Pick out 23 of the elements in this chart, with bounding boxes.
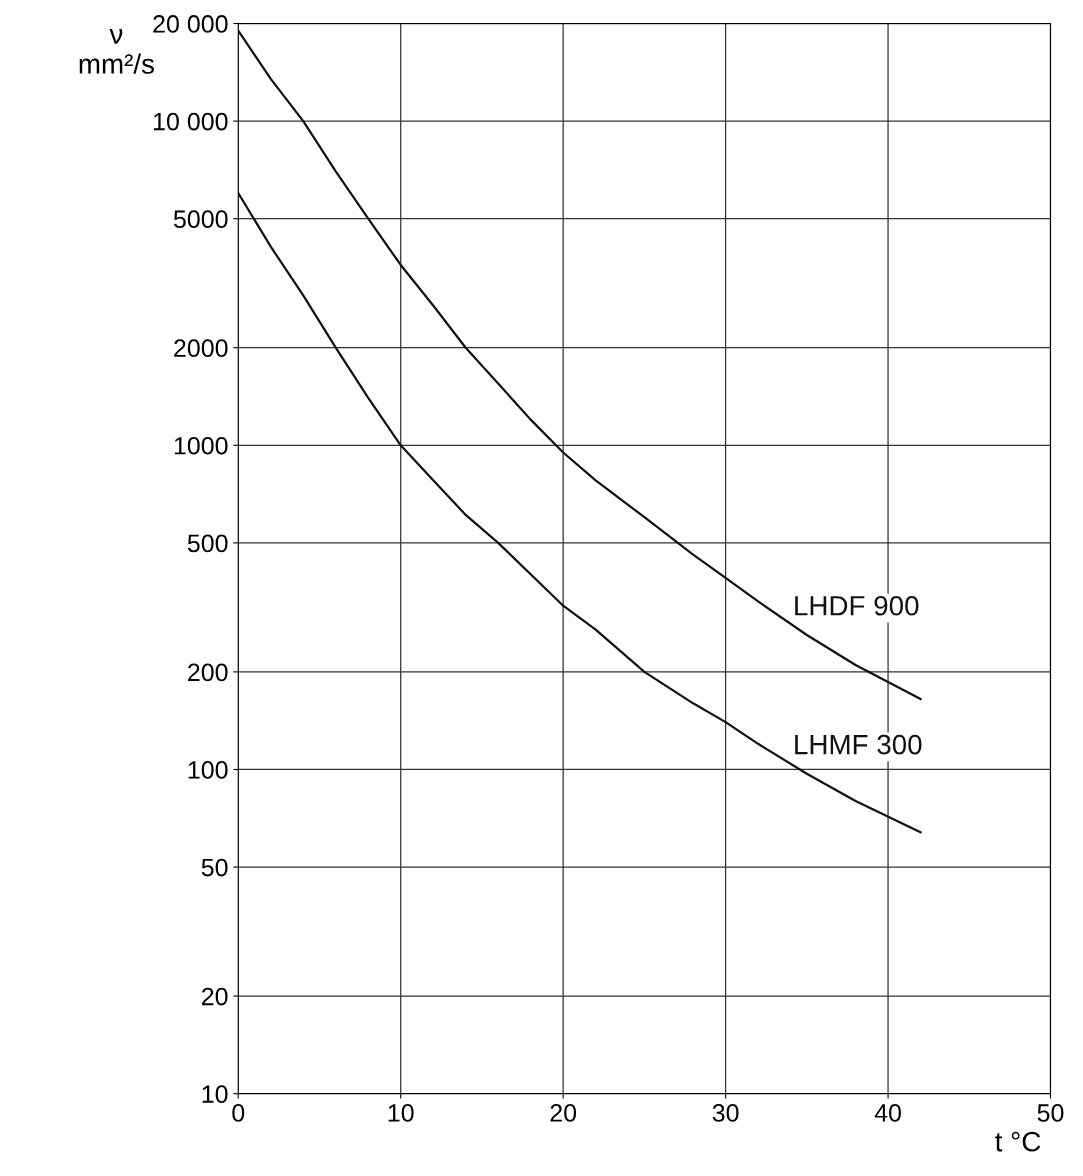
x-tick-label: 30 <box>712 1104 739 1122</box>
y-axis-title: ν mm²/s <box>79 28 154 74</box>
y-tick-label: 100 <box>188 761 228 779</box>
x-tick-label: 0 <box>232 1104 245 1122</box>
y-tick-label: 50 <box>201 858 228 877</box>
x-tick-label: 40 <box>874 1104 901 1122</box>
series-label: LHDF 900 <box>795 595 919 616</box>
line-series <box>238 29 922 701</box>
line-series <box>238 191 922 834</box>
y-tick-label: 2000 <box>174 339 228 358</box>
y-tick-label: 200 <box>188 663 228 682</box>
x-tick-label: 50 <box>1037 1104 1064 1122</box>
x-tick-label: 10 <box>388 1104 414 1122</box>
x-tick-label: 20 <box>550 1104 577 1122</box>
y-tick-label: 5000 <box>173 210 228 229</box>
y-tick-label: 20 <box>201 987 228 1006</box>
series-label: LHMF 300 <box>795 734 922 755</box>
y-tick-label: 500 <box>187 534 228 553</box>
y-tick-label: 20 000 <box>153 15 228 33</box>
y-tick-label: 10 <box>202 1085 228 1103</box>
x-axis-title: t °C <box>995 1131 1041 1152</box>
y-tick-label: 10 000 <box>153 112 228 131</box>
y-tick-label: 1000 <box>174 436 228 455</box>
